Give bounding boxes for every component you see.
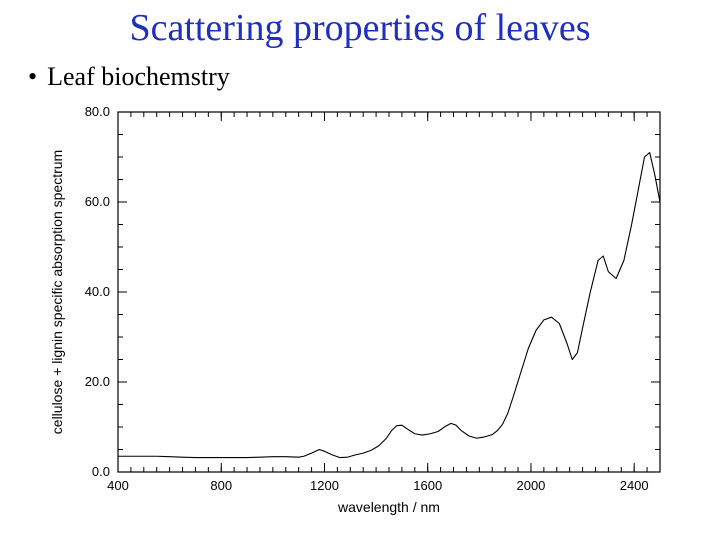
- svg-text:cellulose + lignin specific ab: cellulose + lignin specific absorption s…: [49, 150, 65, 434]
- svg-text:20.0: 20.0: [85, 374, 110, 389]
- svg-text:80.0: 80.0: [85, 104, 110, 119]
- svg-text:400: 400: [107, 478, 129, 493]
- slide-title: Scattering properties of leaves: [0, 6, 720, 50]
- svg-text:wavelength / nm: wavelength / nm: [337, 499, 440, 515]
- svg-text:2400: 2400: [620, 478, 649, 493]
- svg-text:0.0: 0.0: [92, 464, 110, 479]
- chart-svg: 400 800 1200 1600 2000 2400 0.0 20.0 40.0 60.0 80.…: [40, 98, 680, 528]
- svg-text:40.0: 40.0: [85, 284, 110, 299]
- svg-text:2000: 2000: [516, 478, 545, 493]
- svg-text:800: 800: [210, 478, 232, 493]
- svg-text:60.0: 60.0: [85, 194, 110, 209]
- svg-text:1200: 1200: [310, 478, 339, 493]
- bullet-text: Leaf biochemstry: [47, 62, 230, 91]
- bullet-marker: •: [28, 62, 37, 92]
- absorption-chart: 400 800 1200 1600 2000 2400 0.0 20.0 40.0 60.0 80.…: [40, 98, 680, 528]
- svg-text:1600: 1600: [413, 478, 442, 493]
- bullet-item: • Leaf biochemstry: [28, 62, 230, 92]
